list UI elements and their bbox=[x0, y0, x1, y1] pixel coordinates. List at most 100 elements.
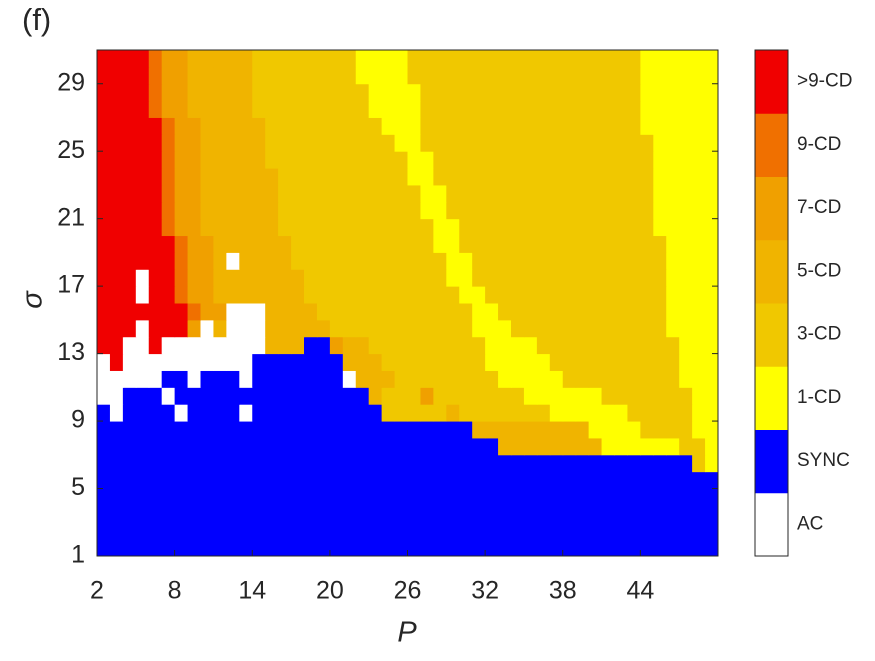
cell bbox=[291, 235, 305, 253]
cell bbox=[459, 505, 473, 523]
cell bbox=[446, 505, 460, 523]
cell bbox=[601, 336, 615, 355]
cell bbox=[588, 387, 603, 405]
cell bbox=[472, 336, 486, 355]
cell bbox=[135, 286, 150, 304]
cell bbox=[407, 370, 421, 388]
cell bbox=[342, 218, 357, 237]
cell bbox=[304, 66, 318, 85]
cell bbox=[226, 50, 240, 68]
cell bbox=[407, 252, 421, 270]
cell bbox=[316, 336, 331, 355]
cell bbox=[407, 319, 421, 338]
cell bbox=[420, 505, 434, 523]
cell bbox=[627, 370, 641, 388]
cell bbox=[355, 100, 370, 118]
cell bbox=[601, 286, 615, 304]
cell bbox=[239, 505, 253, 523]
cell bbox=[174, 404, 189, 422]
cell bbox=[679, 370, 693, 388]
cell bbox=[627, 336, 641, 355]
x-tick-label: 20 bbox=[316, 577, 344, 605]
cell bbox=[433, 50, 447, 68]
cell bbox=[135, 252, 150, 270]
cell bbox=[368, 117, 383, 135]
cell bbox=[536, 286, 551, 304]
cell bbox=[420, 421, 434, 439]
cell bbox=[666, 117, 680, 135]
cell bbox=[420, 252, 434, 270]
y-tick-label: 5 bbox=[71, 473, 85, 501]
cell bbox=[97, 269, 111, 287]
cell bbox=[278, 387, 292, 405]
cell bbox=[252, 151, 266, 169]
cell bbox=[109, 201, 124, 220]
cell bbox=[640, 522, 654, 540]
cell bbox=[549, 319, 564, 338]
cell bbox=[213, 134, 227, 152]
cell bbox=[200, 353, 214, 371]
cell bbox=[174, 151, 189, 169]
cell bbox=[511, 471, 525, 490]
cell bbox=[265, 336, 279, 355]
cell bbox=[459, 370, 473, 388]
cell bbox=[407, 201, 421, 220]
cell bbox=[705, 303, 719, 321]
cell bbox=[252, 66, 266, 85]
cell bbox=[653, 235, 667, 253]
cell bbox=[342, 184, 357, 203]
cell bbox=[601, 539, 615, 557]
cell bbox=[161, 184, 176, 203]
cell bbox=[278, 319, 292, 338]
cell bbox=[135, 134, 150, 152]
cell bbox=[666, 134, 680, 152]
cell bbox=[601, 201, 615, 220]
cell bbox=[394, 505, 408, 523]
cell bbox=[523, 269, 538, 287]
cell bbox=[601, 83, 615, 102]
cell bbox=[200, 168, 214, 186]
cell bbox=[97, 134, 111, 152]
cell bbox=[316, 117, 331, 135]
cell bbox=[614, 100, 628, 118]
cell bbox=[407, 404, 421, 422]
cell bbox=[601, 168, 615, 186]
cell bbox=[97, 286, 111, 304]
cell bbox=[472, 66, 486, 85]
cell bbox=[342, 83, 357, 102]
cell bbox=[433, 454, 447, 473]
cell bbox=[588, 404, 603, 422]
cell bbox=[420, 370, 434, 388]
cell bbox=[329, 286, 344, 304]
cell bbox=[239, 235, 253, 253]
cell bbox=[459, 168, 473, 186]
cell bbox=[472, 50, 486, 68]
cell bbox=[381, 252, 396, 270]
cell bbox=[511, 286, 525, 304]
cell bbox=[420, 117, 434, 135]
cell bbox=[640, 50, 654, 68]
cell bbox=[97, 454, 111, 473]
cell bbox=[575, 50, 590, 68]
cell bbox=[549, 353, 564, 371]
cell bbox=[174, 454, 189, 473]
cell bbox=[394, 235, 408, 253]
cell bbox=[316, 184, 331, 203]
cell bbox=[148, 83, 163, 102]
cell bbox=[627, 303, 641, 321]
cell bbox=[549, 286, 564, 304]
cell bbox=[226, 303, 240, 321]
cell bbox=[640, 437, 654, 456]
cell bbox=[135, 50, 150, 68]
cell bbox=[692, 353, 706, 371]
cell bbox=[368, 303, 383, 321]
cell bbox=[304, 201, 318, 220]
cell bbox=[342, 505, 357, 523]
cell bbox=[342, 539, 357, 557]
cell bbox=[109, 387, 124, 405]
cell bbox=[407, 269, 421, 287]
cell bbox=[498, 252, 512, 270]
cell bbox=[148, 286, 163, 304]
cell bbox=[511, 454, 525, 473]
cell bbox=[420, 488, 434, 506]
